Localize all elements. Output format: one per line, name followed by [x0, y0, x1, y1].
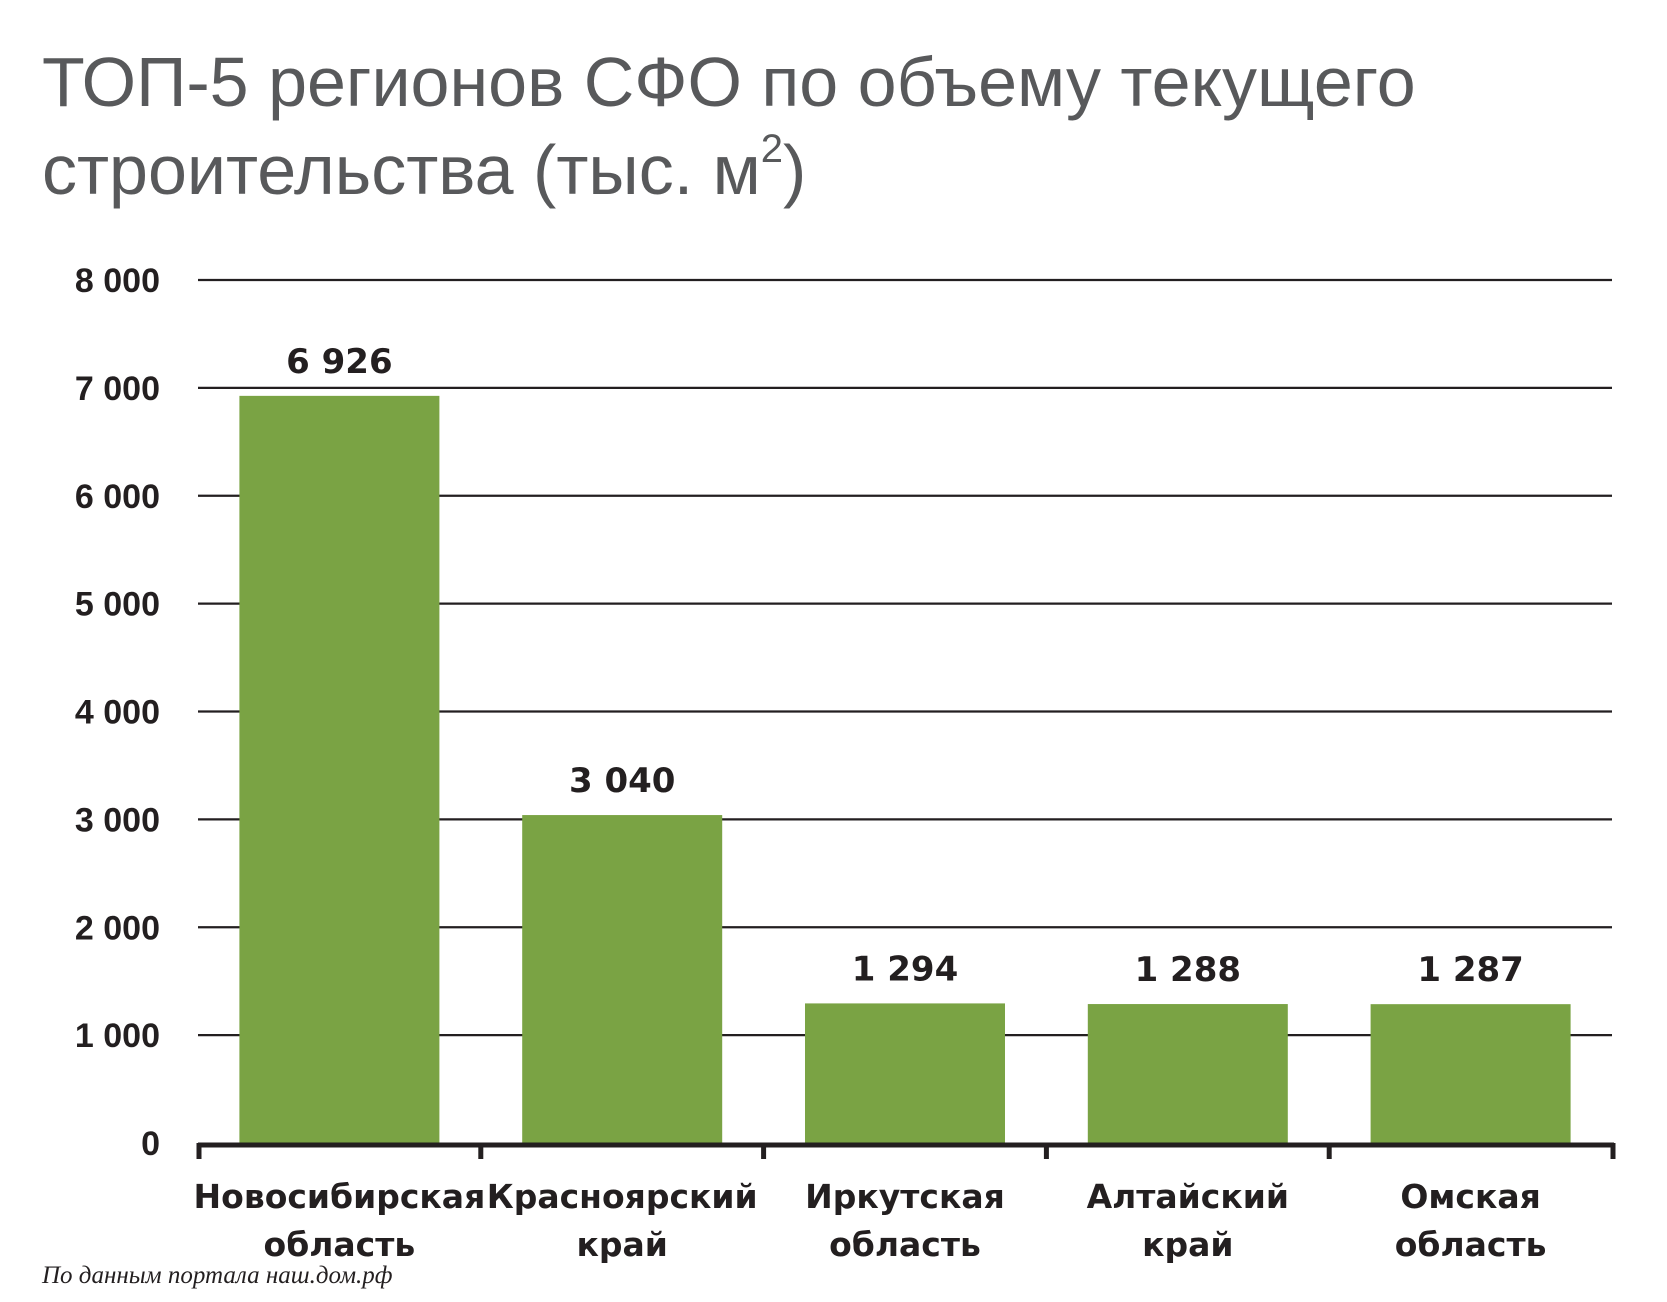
value-labels: 6 926 3 040 1 294 1 288 1 287	[286, 342, 1524, 990]
x-tick-label: область	[264, 1225, 416, 1264]
y-tick-label: 6 000	[75, 478, 160, 516]
chart-title: ТОП-5 регионов СФО по объему текущего ст…	[42, 38, 1602, 214]
x-tick-label: Иркутская	[805, 1177, 1005, 1216]
y-tick-label: 2 000	[75, 909, 160, 947]
category-labels: Новосибирская область Красноярский край Ирку…	[194, 1177, 1547, 1264]
x-tick-label: край	[576, 1225, 667, 1264]
x-tick-label: Омская	[1400, 1177, 1540, 1216]
x-tick-label: Новосибирская	[194, 1177, 486, 1216]
bars	[239, 395, 1571, 1143]
x-tick-label: Алтайский	[1087, 1177, 1289, 1216]
y-tick-label: 8 000	[75, 262, 160, 300]
bar	[1087, 1004, 1288, 1143]
x-tick-label: область	[1395, 1225, 1547, 1264]
y-axis: 0 1 000 2 000 3 000 4 000 5 000 6 000 7 000 8 00…	[75, 262, 160, 1163]
bar	[522, 815, 723, 1143]
bar	[239, 395, 440, 1143]
source-note: По данным портала наш.дом.рф	[42, 1262, 393, 1289]
chart-title-superscript: 2	[760, 127, 784, 171]
x-tick-label: край	[1142, 1225, 1233, 1264]
data-label: 1 288	[1135, 950, 1241, 990]
y-tick-label: 3 000	[75, 801, 160, 839]
x-axis	[196, 1142, 1616, 1159]
data-label: 1 294	[852, 949, 958, 989]
data-label: 1 287	[1417, 950, 1523, 990]
y-tick-label: 5 000	[75, 586, 160, 624]
y-tick-label: 1 000	[75, 1017, 160, 1055]
x-tick-label: Красноярский	[487, 1177, 758, 1216]
bar	[805, 1003, 1005, 1143]
y-tick-label: 7 000	[75, 370, 160, 408]
data-label: 3 040	[569, 761, 675, 801]
y-tick-label: 0	[141, 1125, 160, 1163]
y-tick-label: 4 000	[75, 694, 160, 732]
x-tick-label: область	[829, 1225, 981, 1264]
data-label: 6 926	[286, 342, 392, 382]
bar	[1370, 1004, 1571, 1143]
chart-title-close: )	[783, 131, 807, 209]
chart-title-text: ТОП-5 регионов СФО по объему текущего ст…	[42, 43, 1416, 209]
